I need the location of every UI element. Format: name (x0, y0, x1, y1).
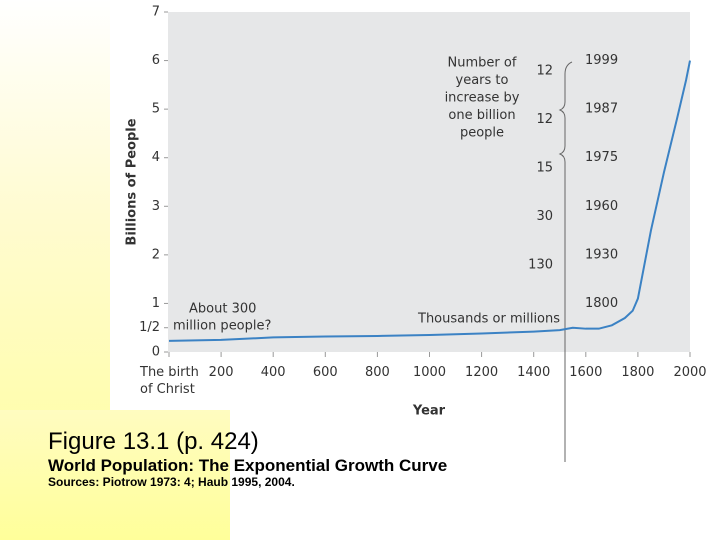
milestone-year: 1960 (585, 199, 618, 214)
annotation: people (460, 126, 504, 141)
annotation: years to (456, 73, 509, 88)
y-tick-label: 1/2 (139, 320, 160, 335)
data-line (168, 60, 691, 342)
milestone-year: 1987 (585, 102, 618, 117)
y-tick-label: 4 (152, 150, 160, 165)
gap-years: 30 (536, 209, 553, 224)
sources: Sources: Piotrow 1973: 4; Haub 1995, 200… (48, 475, 295, 489)
slide-title: World Population: The Exponential Growth… (48, 456, 448, 475)
x-tick-label: 600 (312, 365, 338, 380)
y-axis-title: Billions of People (125, 118, 140, 245)
background (0, 410, 230, 540)
y-tick-label: 5 (152, 102, 160, 117)
y-tick-label: 0 (152, 345, 160, 360)
gap-years: 12 (536, 112, 553, 127)
milestone-year: 1930 (585, 247, 618, 262)
x-tick-label: 2000 (673, 365, 707, 380)
annotation: one billion (448, 108, 515, 123)
y-tick-label: 6 (152, 53, 160, 68)
milestone-year: 1999 (585, 53, 618, 68)
plot-area (168, 12, 690, 352)
gap-years: 12 (536, 63, 553, 78)
annotation: increase by (445, 91, 520, 106)
gap-years: 15 (536, 161, 553, 176)
x-axis-title: Year (412, 404, 446, 419)
annotation: Number of (448, 56, 517, 71)
x-tick-label: 800 (364, 365, 390, 380)
y-tick-label: 2 (152, 247, 160, 262)
brace (558, 61, 573, 462)
x-tick-label: 1600 (569, 365, 603, 380)
x-tick-label: 1800 (621, 365, 655, 380)
milestone-year: 1975 (585, 150, 618, 165)
x-tick-label: 1000 (412, 365, 447, 380)
figure-label: Figure 13.1 (p. 424) (48, 428, 259, 455)
milestone-year: 1800 (585, 296, 618, 311)
x-tick-label: 200 (208, 365, 234, 380)
y-tick-label: 7 (152, 5, 160, 20)
y-tick-label: 1 (152, 296, 160, 311)
y-tick-label: 3 (152, 199, 160, 214)
x-tick-label: 1400 (517, 365, 551, 380)
annotation: million people? (173, 319, 271, 334)
x-tick-label: 1200 (465, 365, 499, 380)
x-tick-label: 400 (260, 365, 286, 380)
x-tick-label: The birth of Christ (140, 365, 199, 397)
annotation: Thousands or millions (417, 312, 560, 327)
gap-years: 130 (528, 258, 553, 273)
annotation: About 300 (189, 302, 256, 317)
